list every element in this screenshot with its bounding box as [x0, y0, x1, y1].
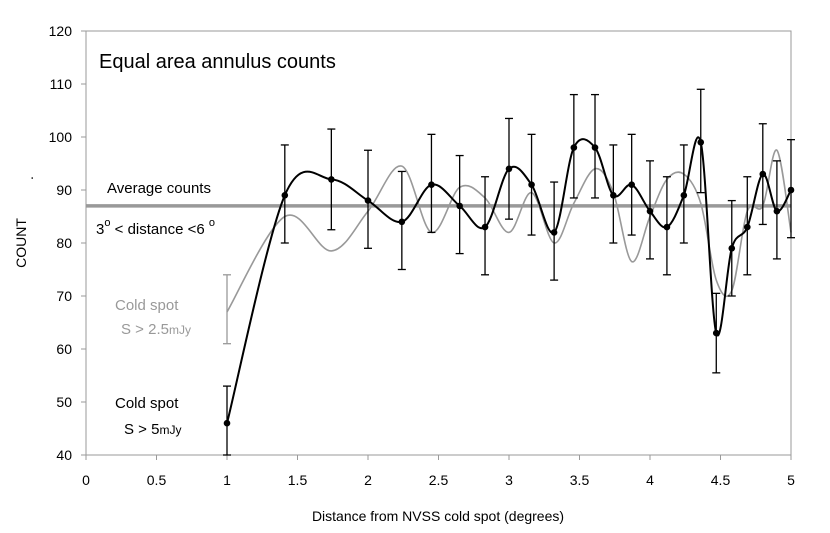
black-series-point — [743, 223, 751, 231]
x-tick-label: 3 — [505, 472, 513, 488]
x-tick-label: 2 — [364, 472, 372, 488]
y-tick-label: 120 — [49, 23, 73, 39]
y-tick-label: 90 — [56, 182, 72, 198]
black-series-point — [680, 192, 688, 199]
y-tick-label: 80 — [56, 235, 72, 251]
black-series-point — [505, 165, 513, 173]
y-tick-label: 70 — [56, 288, 72, 304]
black-series-point — [328, 176, 335, 183]
black-series-point — [773, 207, 781, 215]
y-axis-label-dot: . — [20, 176, 36, 180]
chart-title: Equal area annulus counts — [99, 51, 336, 73]
black-series-point — [591, 144, 599, 151]
series-black — [223, 88, 795, 456]
black-series-point — [481, 223, 489, 231]
x-tick-label: 5 — [787, 472, 795, 488]
x-tick-label: 1.5 — [288, 472, 308, 488]
x-tick-label: 3.5 — [570, 472, 590, 488]
black-series-point — [787, 186, 795, 194]
degree-symbol-2: o — [209, 217, 215, 229]
black-series-point — [528, 181, 535, 188]
black-series-point — [398, 218, 406, 226]
x-tick-label: 0 — [82, 472, 90, 488]
average-range-label: 3o < distance <6 o — [96, 217, 215, 238]
y-tick-label: 50 — [56, 394, 72, 410]
x-tick-label: 2.5 — [429, 472, 449, 488]
black-series-point — [628, 181, 635, 188]
gray-series-label-line2: S > 2.5mJy — [121, 321, 191, 338]
x-tick-label: 4.5 — [711, 472, 731, 488]
black-series-point — [456, 202, 463, 210]
black-series-threshold: S > 5 — [124, 421, 159, 438]
x-axis-label: Distance from NVSS cold spot (degrees) — [312, 508, 564, 524]
y-tick-label: 110 — [50, 76, 73, 92]
x-tick-label: 1 — [223, 472, 231, 488]
black-series-point — [697, 139, 705, 146]
gray-series-threshold: S > 2.5 — [121, 321, 169, 338]
black-series-label-line1: Cold spot — [115, 395, 179, 412]
range-middle: < distance <6 — [110, 221, 208, 238]
y-axis-label-group: COUNT — [13, 218, 29, 268]
axis-ticks — [81, 30, 792, 460]
black-series-point — [281, 192, 289, 199]
x-tick-labels: 0 0.5 1 1.5 2 2.5 3 3.5 4 4.5 5 — [82, 472, 795, 488]
gray-series-label-line1: Cold spot — [115, 297, 179, 314]
black-series-point — [610, 192, 617, 199]
gray-series-unit: mJy — [169, 323, 191, 337]
y-tick-label: 100 — [49, 129, 73, 145]
black-series-point — [550, 229, 558, 236]
black-series-point — [223, 419, 231, 427]
black-series-unit: mJy — [159, 423, 181, 437]
y-tick-label: 60 — [56, 341, 72, 357]
degree-symbol-1: o — [104, 217, 110, 229]
y-axis-label-dot-group: . — [20, 176, 36, 180]
range-start-degrees: 3 — [96, 221, 104, 238]
black-series-point — [428, 181, 435, 188]
black-series-label-line2: S > 5mJy — [124, 421, 181, 438]
black-series-point — [728, 245, 736, 252]
y-axis-label: COUNT — [13, 218, 29, 268]
black-series-point — [364, 197, 372, 204]
black-series-point — [570, 144, 578, 151]
black-series-point — [712, 329, 720, 337]
black-series-point — [646, 207, 654, 215]
y-tick-label: 40 — [56, 447, 72, 463]
black-series-point — [759, 170, 767, 178]
x-tick-label: 4 — [646, 472, 654, 488]
y-tick-labels: 40 50 60 70 80 90 100 110 120 — [49, 23, 73, 463]
average-label: Average counts — [107, 180, 211, 197]
black-series-point — [663, 223, 671, 231]
x-tick-label: 0.5 — [147, 472, 167, 488]
